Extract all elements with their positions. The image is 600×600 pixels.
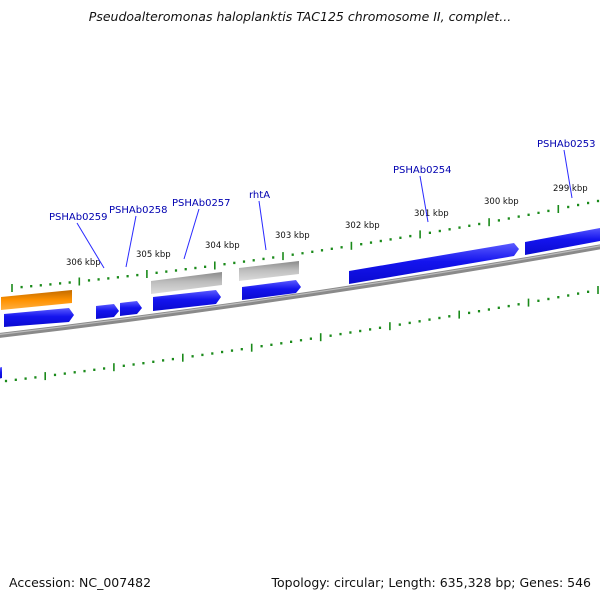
outer-scale-ticks <box>11 199 600 292</box>
scale-label-304: 304 kbp <box>205 241 240 251</box>
gene-forward-pshab0254[interactable] <box>349 243 519 284</box>
label-leaders <box>76 149 573 269</box>
scale-label-305: 305 kbp <box>136 250 171 260</box>
gene-orange-feature[interactable] <box>1 290 72 310</box>
scale-label-301: 301 kbp <box>414 209 449 219</box>
gene-label-pshab0254[interactable]: PSHAb0254 <box>393 165 452 176</box>
gene-forward-b[interactable] <box>242 280 301 300</box>
gene-label-rhta[interactable]: rhtA <box>249 190 270 201</box>
gene-label-pshab0258[interactable]: PSHAb0258 <box>109 205 168 216</box>
scale-label-303: 303 kbp <box>275 231 310 241</box>
gene-label-pshab0253[interactable]: PSHAb0253 <box>537 139 596 150</box>
gene-forward-pshab0258[interactable] <box>120 301 142 316</box>
gene-forward-tiny[interactable] <box>0 367 2 379</box>
topology-summary: Topology: circular; Length: 635,328 bp; … <box>271 575 592 590</box>
inner-scale-ticks <box>4 286 599 383</box>
gene-forward-left[interactable] <box>4 308 74 327</box>
gene-label-pshab0257[interactable]: PSHAb0257 <box>172 198 231 209</box>
chromosome-backbone <box>0 244 600 338</box>
gene-forward-pshab0253[interactable] <box>525 227 600 255</box>
accession-text: Accession: NC_007482 <box>9 575 152 590</box>
gene-reverse-pshab0257[interactable] <box>151 272 222 294</box>
scale-label-302: 302 kbp <box>345 221 380 231</box>
gene-reverse-rhta[interactable] <box>239 261 299 281</box>
scale-label-300: 300 kbp <box>484 197 519 207</box>
gene-forward-pshab0259[interactable] <box>96 304 119 319</box>
gene-label-pshab0259[interactable]: PSHAb0259 <box>49 212 108 223</box>
map-title: Pseudoalteromonas haloplanktis TAC125 ch… <box>88 9 512 24</box>
scale-label-306: 306 kbp <box>66 258 101 268</box>
gene-forward-a[interactable] <box>153 290 221 311</box>
